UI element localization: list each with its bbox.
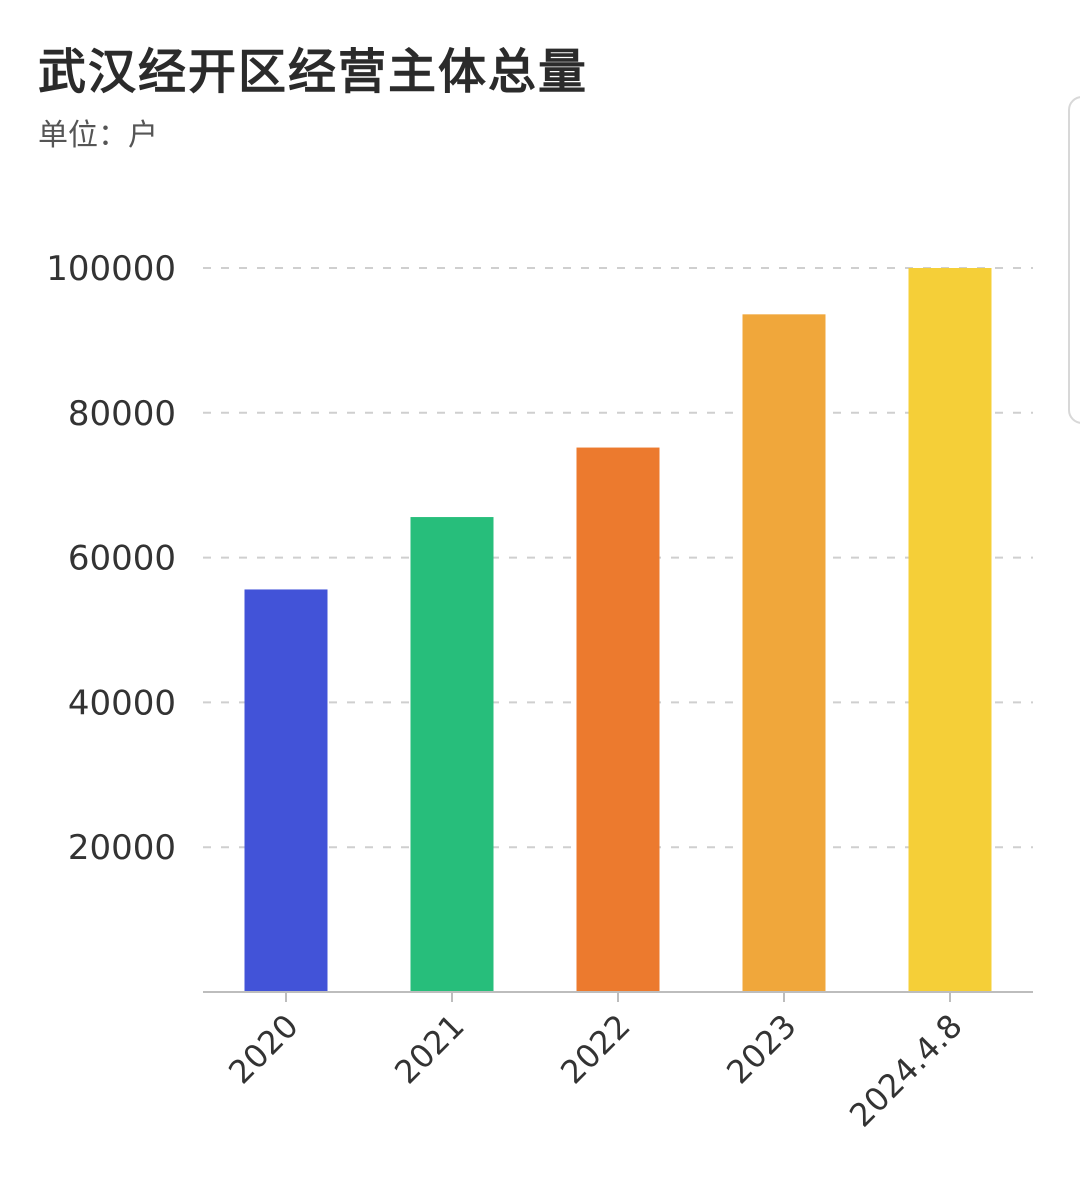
y-tick-label: 100000	[46, 249, 176, 289]
x-tick-label: 2023	[719, 1007, 803, 1091]
chart-unit-label: 单位：户	[38, 118, 158, 153]
x-tick-label: 2022	[553, 1007, 637, 1091]
bar-2024-4-8[interactable]	[908, 268, 992, 992]
x-axis-ticks: 2020 2021 2022 2023 2024.4.8	[221, 992, 970, 1135]
y-tick-label: 60000	[68, 539, 176, 579]
bar-2022[interactable]	[576, 447, 660, 992]
y-tick-label: 20000	[68, 828, 176, 868]
bar-2021[interactable]	[410, 517, 494, 992]
y-tick-label: 40000	[68, 683, 176, 723]
y-tick-label: 80000	[68, 394, 176, 434]
chart-title: 武汉经开区经营主体总量	[38, 44, 589, 100]
bar-2023[interactable]	[742, 314, 826, 992]
bars	[244, 268, 992, 992]
bar-2020[interactable]	[244, 589, 328, 992]
y-axis-ticks: 20000 40000 60000 80000 100000	[46, 249, 176, 868]
x-tick-label: 2020	[221, 1007, 305, 1091]
x-tick-label: 2024.4.8	[842, 1007, 970, 1135]
x-tick-label: 2021	[387, 1007, 471, 1091]
